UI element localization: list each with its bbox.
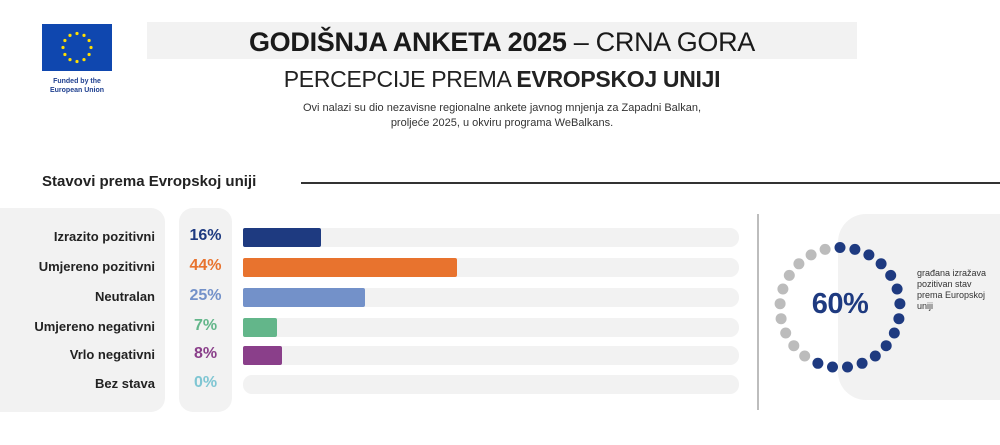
row-percentage: 16% [189,227,222,244]
row-percentage: 25% [189,287,222,304]
row-label: Bez stava [95,376,155,391]
summary-percentage: 60% [811,288,869,320]
subtitle-plain: PERCEPCIJE PREMA [283,66,517,92]
bar-fill [243,228,321,247]
page-subtitle: PERCEPCIJE PREMA EVROPSKOJ UNIJI [147,62,857,96]
bar-fill [243,346,282,365]
row-percentage: 0% [193,374,218,391]
bar-track [243,318,739,337]
title-bold: GODIŠNJA ANKETA 2025 [248,27,567,57]
bar-fill [243,288,365,307]
labels-panel [0,208,165,412]
dot-ring-gauge [774,242,906,373]
title-band [147,22,857,59]
bar-track [243,346,739,365]
row-label: Neutralan [95,289,155,304]
row-percentage: 44% [189,257,222,274]
row-label: Umjereno negativni [34,319,155,334]
bar-track [243,228,739,247]
eu-funding-caption: Funded by the European Union [42,77,112,95]
bar-track [243,288,739,307]
description-line-2: proljeće 2025, u okviru programa WeBalka… [390,117,614,129]
row-label: Vrlo negativni [69,347,155,362]
section-divider [301,182,1000,184]
description-line-1: Ovi nalazi su dio nezavisne regionalne a… [302,102,702,114]
bar-fill [243,258,457,277]
percentages-panel [179,208,232,412]
section-title: Stavovi prema Evropskoj uniji [42,173,257,190]
caption-line-2: European Union [49,87,105,94]
row-percentage: 7% [193,317,218,334]
bar-fill [243,318,278,337]
row-percentage: 8% [193,345,218,362]
page-description: Ovi nalazi su dio nezavisne regionalne a… [147,101,857,131]
row-label: Izrazito pozitivni [53,229,155,244]
title-country: – CRNA GORA [566,27,756,57]
vertical-divider [757,214,759,410]
page-title: GODIŠNJA ANKETA 2025 – CRNA GORA [147,24,857,60]
subtitle-bold: EVROPSKOJ UNIJI [516,66,721,92]
row-label: Umjereno pozitivni [38,259,155,274]
caption-line-1: Funded by the [53,78,101,85]
bar-track [243,375,739,394]
eu-logo: Funded by the European Union [42,24,112,95]
summary-panel [838,214,1000,400]
eu-flag-icon [42,24,112,71]
summary-text: građana izražava pozitivan stav prema Eu… [917,268,987,311]
